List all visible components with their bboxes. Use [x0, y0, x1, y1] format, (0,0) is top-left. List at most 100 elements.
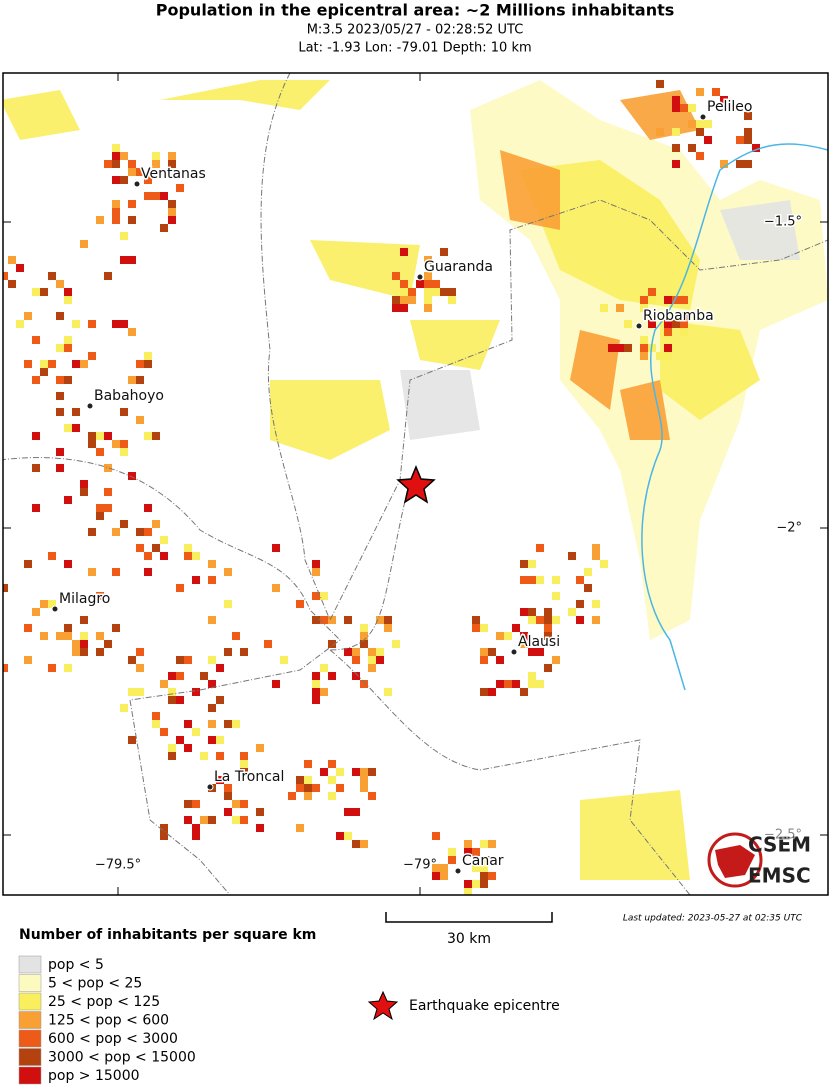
population-cell [176, 584, 184, 592]
population-cell [64, 624, 72, 632]
population-cell [568, 608, 576, 616]
population-cell [24, 360, 32, 368]
population-cell [128, 168, 136, 176]
population-cell [64, 344, 72, 352]
population-cell [8, 280, 16, 288]
population-cell [168, 744, 176, 752]
population-cell [112, 216, 120, 224]
population-cell [488, 688, 496, 696]
population-cell [344, 808, 352, 816]
population-cell [400, 304, 408, 312]
population-cell [104, 464, 112, 472]
population-cell [336, 768, 344, 776]
population-cell [328, 792, 336, 800]
population-cell [56, 344, 64, 352]
population-cell [424, 288, 432, 296]
population-cell [152, 152, 160, 160]
population-cell [136, 528, 144, 536]
population-cell [3, 664, 8, 672]
population-cell [120, 256, 128, 264]
population-cell [424, 256, 432, 264]
population-cell [328, 760, 336, 768]
population-cell [504, 632, 512, 640]
population-cell [304, 760, 312, 768]
population-cell [48, 272, 56, 280]
population-cell [584, 568, 592, 576]
population-cell [688, 144, 696, 152]
population-cell [312, 560, 320, 568]
population-cell [440, 288, 448, 296]
map-frame [2, 72, 829, 896]
population-cell [584, 584, 592, 592]
population-cell [24, 560, 32, 568]
legend-swatch [18, 1048, 42, 1066]
city-label: Ventanas [141, 166, 206, 182]
population-cell [424, 304, 432, 312]
population-cell [376, 616, 384, 624]
epicentre [396, 465, 436, 504]
population-cell [56, 464, 64, 472]
population-cell [392, 640, 400, 648]
population-cell [232, 720, 240, 728]
city-label: Alausi [518, 634, 560, 650]
population-cell [224, 600, 232, 608]
city-marker [206, 783, 214, 791]
population-cell [184, 544, 192, 552]
population-cell [200, 752, 208, 760]
legend-swatch [18, 955, 42, 974]
population-cell [32, 288, 40, 296]
population-cell [320, 592, 328, 600]
population-cell [160, 824, 168, 832]
population-cell [40, 368, 48, 376]
population-cell [80, 488, 88, 496]
population-cell [384, 624, 392, 632]
population-cell [16, 320, 24, 328]
scale-label: 30 km [447, 931, 491, 947]
logo-map [715, 845, 755, 878]
population-cell [328, 776, 336, 784]
population-cell [616, 344, 624, 352]
legend-swatch [18, 1011, 42, 1029]
population-cell [240, 760, 248, 768]
population-cell [520, 608, 528, 616]
population-cell [448, 296, 456, 304]
population-cell [96, 592, 104, 600]
population-cell [384, 688, 392, 696]
population-cell [120, 232, 128, 240]
border [260, 73, 828, 622]
population-cell [296, 784, 304, 792]
population-cell [520, 688, 528, 696]
population-cell [320, 768, 328, 776]
population-cell [256, 824, 264, 832]
population-cell [368, 768, 376, 776]
population-cell [720, 160, 728, 168]
population-cell [168, 216, 176, 224]
population-cell [192, 576, 200, 584]
population-cell [344, 832, 352, 840]
population-cell [608, 344, 616, 352]
population-cell [528, 616, 536, 624]
population-cell [480, 688, 488, 696]
river [641, 143, 828, 691]
population-cell [240, 752, 248, 760]
population-cell [96, 648, 104, 656]
population-cell [672, 128, 680, 136]
population-cell [136, 688, 144, 696]
population-cell [136, 360, 144, 368]
population-cell [120, 408, 128, 416]
population-cell [592, 552, 600, 560]
population-cell [680, 320, 688, 328]
population-cell [192, 800, 200, 808]
population-cell [152, 720, 160, 728]
population-cell [752, 144, 760, 152]
population-cell [392, 272, 400, 280]
legend-label: 125 < pop < 600 [48, 1013, 169, 1029]
population-cell [528, 560, 536, 568]
population-cell [56, 408, 64, 416]
population-cell [112, 176, 120, 184]
population-cell [448, 288, 456, 296]
population-cell [320, 688, 328, 696]
population-cell [312, 784, 320, 792]
population-cell [296, 776, 304, 784]
population-cell [128, 376, 136, 384]
